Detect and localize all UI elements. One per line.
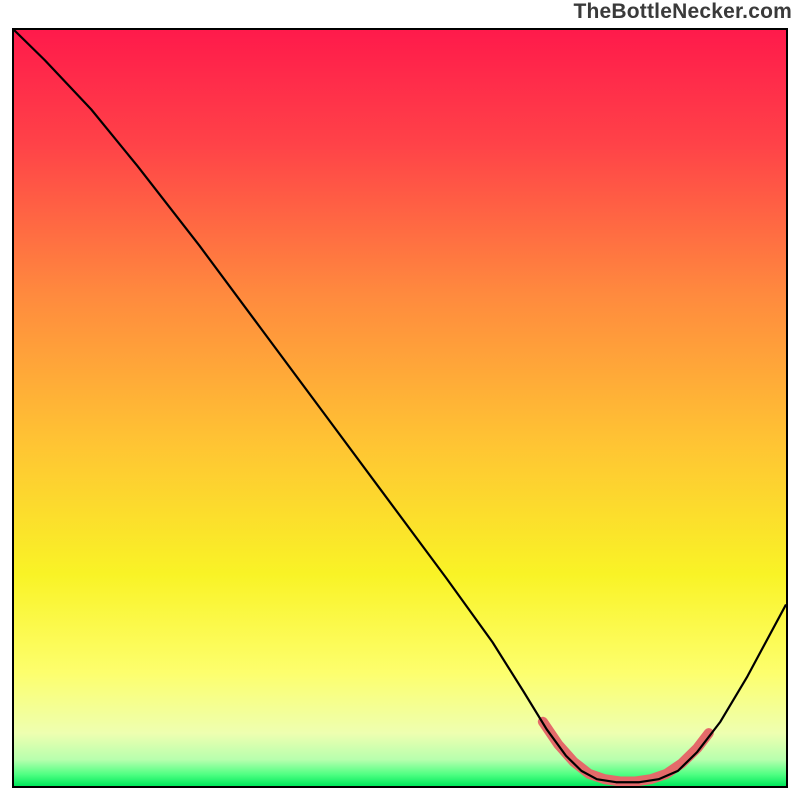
- plot-area: [12, 28, 788, 788]
- chart-container: { "attribution": { "text": "TheBottleNec…: [0, 0, 800, 800]
- chart-svg: [14, 30, 786, 786]
- attribution-text: TheBottleNecker.com: [573, 0, 792, 24]
- gradient-background: [14, 30, 786, 786]
